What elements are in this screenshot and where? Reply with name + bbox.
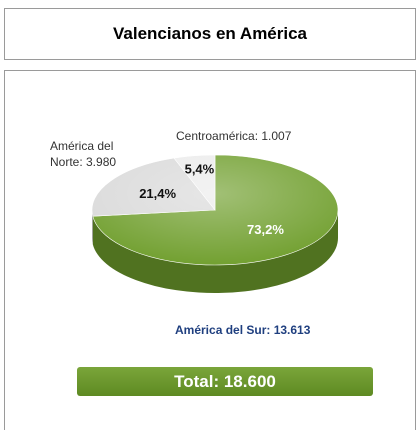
category-label: América del Sur: 13.613 — [175, 323, 311, 337]
pie-side — [92, 210, 93, 245]
value-label: 73,2% — [247, 222, 284, 237]
pie-gloss — [92, 155, 338, 265]
category-label: Centroamérica: 1.007 — [176, 129, 292, 143]
chart-panel — [4, 70, 416, 430]
pie-side — [92, 210, 338, 293]
total-badge: Total: 18.600 — [77, 367, 373, 396]
value-label: 21,4% — [139, 186, 176, 201]
category-label: América del Norte: 3.980 — [50, 139, 117, 169]
chart-title: Valencianos en América — [4, 8, 416, 60]
value-label: 5,4% — [185, 161, 215, 176]
